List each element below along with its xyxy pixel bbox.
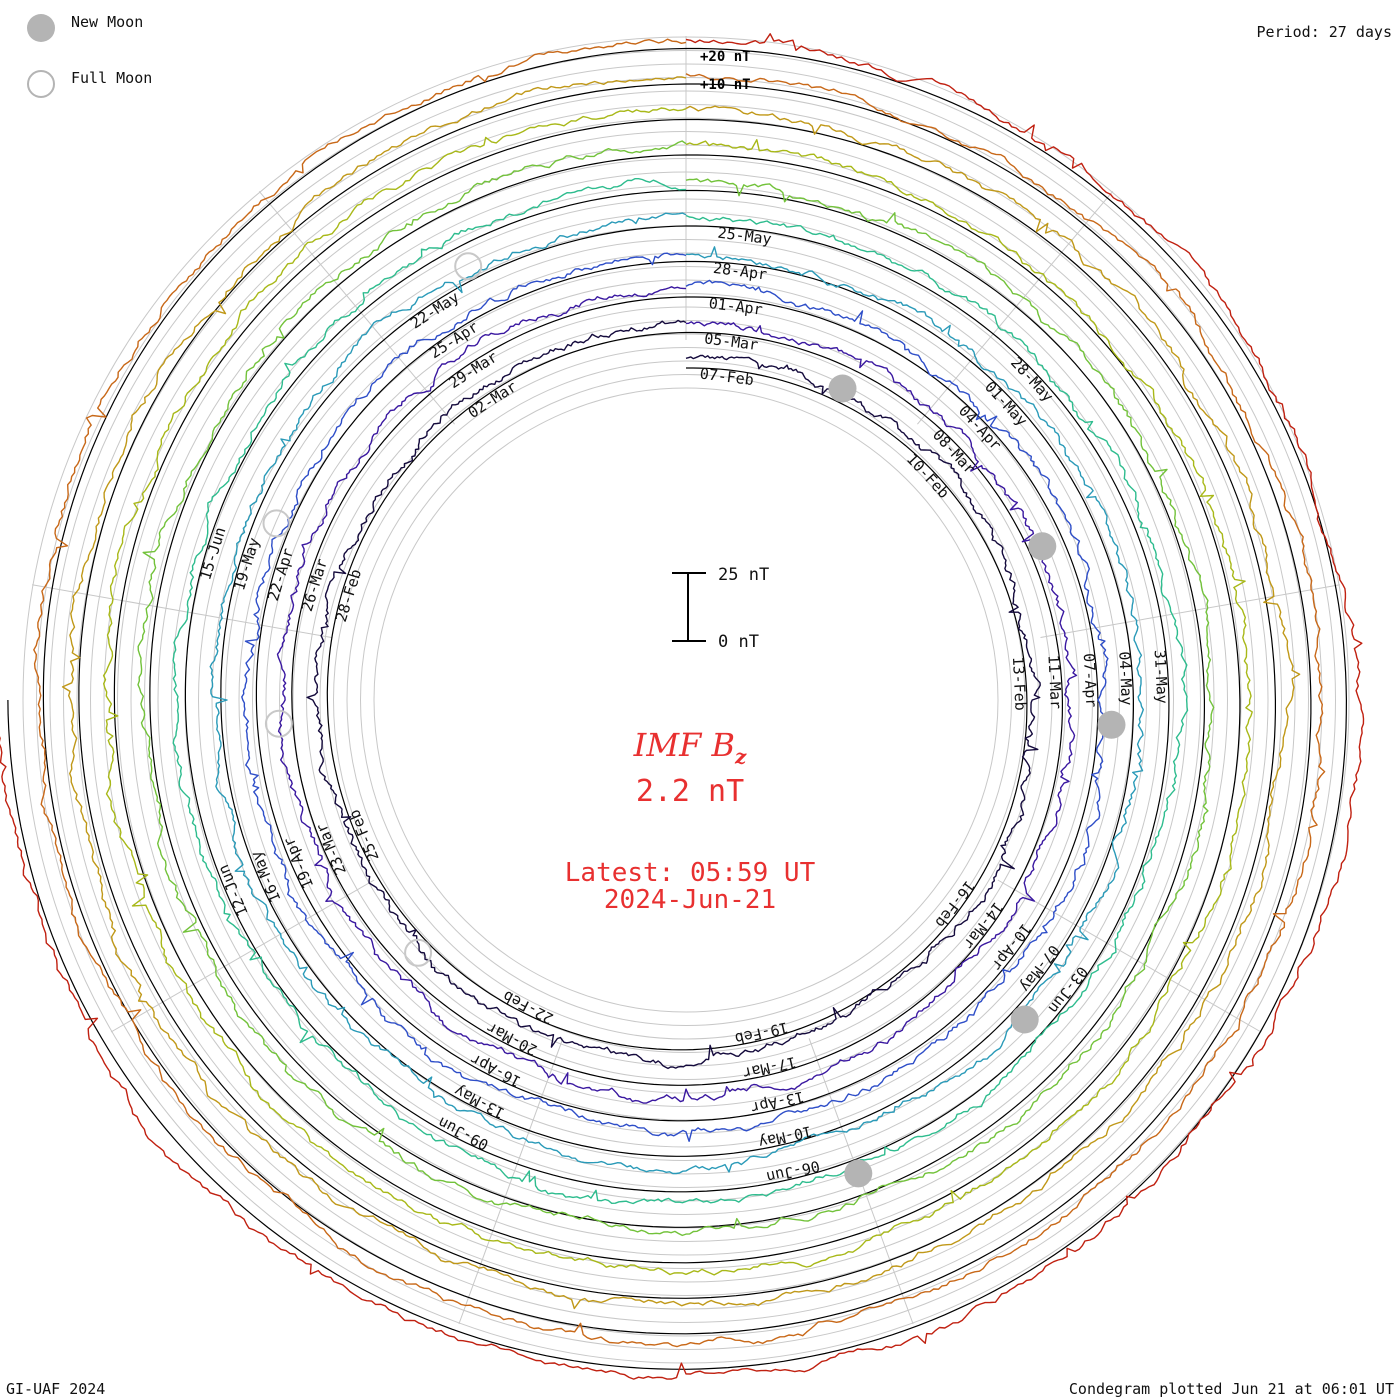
footer-credit: GI-UAF 2024	[6, 1380, 106, 1398]
grid-spokes	[32, 36, 1340, 1325]
data-series	[0, 33, 1365, 1380]
zero-baseline	[7, 47, 1348, 1370]
date-label: 06-Jun	[765, 1157, 822, 1187]
parameter-subscript: z	[734, 744, 747, 769]
date-label: 13-Apr	[749, 1087, 806, 1117]
date-label: 31-May	[1151, 649, 1172, 704]
zero-baselines	[7, 47, 1348, 1370]
grid-spoke	[458, 1038, 564, 1325]
date-label: 19-Apr	[280, 834, 318, 891]
date-label: 01-May	[981, 378, 1031, 430]
grid-spoke	[1040, 584, 1340, 638]
date-label: 25-May	[717, 224, 773, 249]
grid-circle	[373, 387, 999, 1013]
full-moon-icon	[27, 70, 55, 98]
scale-bottom-label: 0 nT	[718, 632, 759, 652]
outer-ring-label-10: +10 nT	[700, 77, 751, 93]
series-line-ring-6	[102, 107, 1253, 1276]
scale-bar: 25 nT 0 nT	[672, 565, 769, 652]
full-moon-marker	[264, 709, 293, 738]
parameter-name: IMF B	[633, 726, 735, 764]
date-label: 12-Jun	[214, 862, 252, 919]
date-label: 19-Feb	[733, 1018, 790, 1048]
date-label: 11-Mar	[1044, 654, 1065, 709]
series-line-ring-0	[306, 319, 1041, 1070]
series-line-ring-8	[33, 38, 1326, 1348]
date-label: 16-Feb	[931, 877, 978, 931]
full-moon-marker	[454, 252, 483, 281]
current-value: 2.2 nT	[635, 774, 745, 809]
date-labels: 07-Feb 10-Feb 13-Feb 16-Feb 19-Feb 22-Feb 25-F…	[196, 224, 1171, 1187]
new-moon-icon	[27, 14, 55, 42]
new-moon-marker	[1010, 1005, 1039, 1034]
series-line-ring-9	[0, 33, 1365, 1380]
date-label: 01-Apr	[708, 294, 764, 319]
latest-date: 2024-Jun-21	[603, 885, 777, 915]
date-label: 17-Mar	[741, 1053, 798, 1083]
parameter-title: IMF Bz	[540, 726, 840, 768]
full-moon-marker	[404, 938, 433, 967]
date-label: 28-Feb	[332, 567, 365, 624]
grid-spoke	[110, 879, 375, 1033]
date-label: 16-May	[247, 848, 285, 905]
grid-spoke	[32, 584, 332, 638]
date-label: 15-Jun	[196, 525, 229, 582]
period-label: Period: 27 days	[1256, 23, 1392, 41]
new-moon-marker	[844, 1159, 873, 1188]
series-line-ring-5	[137, 140, 1215, 1237]
date-label: 04-Apr	[955, 402, 1005, 454]
date-label: 16-Apr	[467, 1050, 523, 1091]
grid-spoke	[917, 190, 1114, 425]
date-label: 07-May	[1016, 941, 1063, 995]
date-label: 25-Feb	[345, 807, 383, 864]
date-label: 07-Feb	[699, 365, 755, 390]
date-label: 04-May	[1115, 651, 1136, 706]
grid-spoke	[997, 879, 1262, 1033]
grid-circle	[360, 374, 1012, 1026]
latest-time: Latest: 05:59 UT	[564, 858, 816, 888]
date-label: 09-Jun	[435, 1113, 491, 1154]
full-moon-label: Full Moon	[71, 69, 153, 87]
series-line-ring-3	[209, 212, 1144, 1175]
new-moon-marker	[1028, 532, 1057, 561]
date-label: 07-Apr	[1080, 653, 1101, 708]
moon-markers	[262, 252, 1126, 1188]
grid-circle	[333, 347, 1039, 1053]
new-moon-label: New Moon	[71, 13, 144, 31]
outer-ring-label-20: +20 nT	[700, 49, 751, 65]
grid-circle	[292, 306, 1080, 1094]
date-label: 13-Feb	[1009, 656, 1030, 711]
grid-spoke	[258, 190, 455, 425]
scale-top-label: 25 nT	[718, 565, 769, 585]
outer-ring-scale: +20 nT +10 nT	[700, 49, 751, 93]
footer-plot-time: Condegram plotted Jun 21 at 06:01 UT	[1068, 1380, 1394, 1398]
new-moon-marker	[1097, 710, 1126, 739]
series-line-ring-1	[276, 286, 1078, 1104]
grid-circle	[346, 360, 1026, 1040]
date-label: 05-Mar	[703, 329, 759, 354]
series-line-ring-7	[61, 76, 1301, 1310]
grid-circle	[225, 239, 1147, 1161]
date-label: 22-Feb	[500, 987, 556, 1028]
full-moon-marker	[262, 509, 291, 538]
series-line-ring-2	[241, 252, 1109, 1142]
series-line-ring-4	[172, 178, 1189, 1205]
new-moon-marker	[828, 374, 857, 403]
date-label: 10-Feb	[903, 450, 953, 502]
